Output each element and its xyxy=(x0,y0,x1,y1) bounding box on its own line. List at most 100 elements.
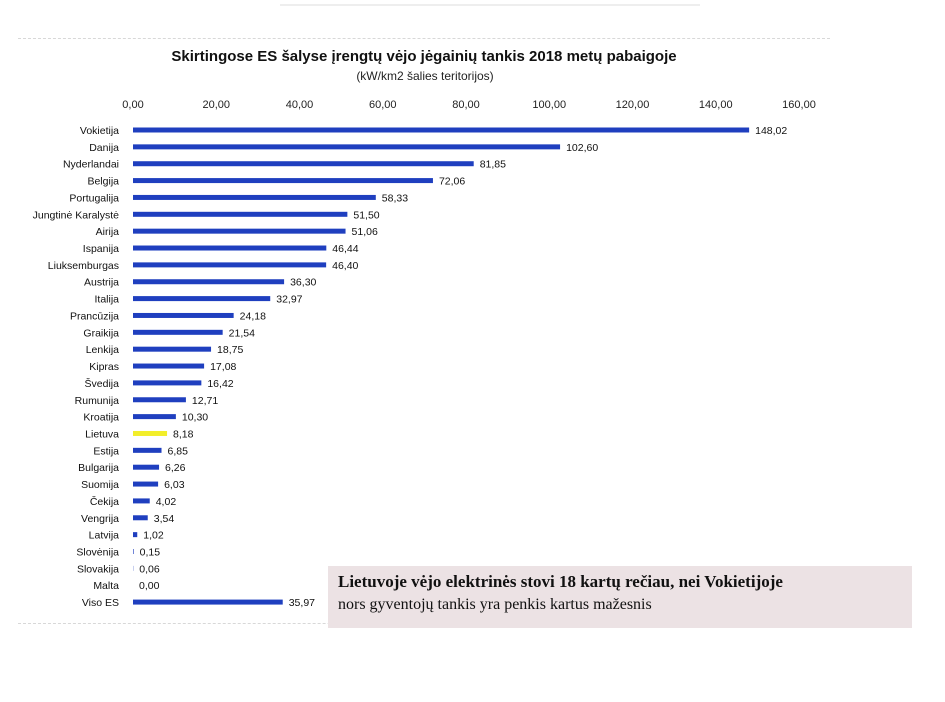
note-box: Lietuvoje vėjo elektrinės stovi 18 kartų… xyxy=(328,566,912,628)
category-label: Belgija xyxy=(87,176,119,188)
data-label: 51,06 xyxy=(352,226,378,238)
bar xyxy=(133,346,212,352)
category-label: Italija xyxy=(94,294,119,306)
x-tick-label: 60,00 xyxy=(369,99,397,111)
category-label: Lenkija xyxy=(86,344,119,356)
category-label: Ispanija xyxy=(83,243,119,255)
category-label: Austrija xyxy=(84,277,119,289)
category-label: Malta xyxy=(93,580,119,592)
data-label: 32,97 xyxy=(276,294,302,306)
bar xyxy=(133,262,327,268)
note-subline: nors gyventojų tankis yra penkis kartus … xyxy=(338,596,652,613)
data-label: 17,08 xyxy=(210,361,236,373)
data-label: 0,00 xyxy=(139,580,160,592)
data-label: 51,50 xyxy=(353,209,379,221)
category-label: Latvija xyxy=(89,530,120,542)
x-tick-label: 20,00 xyxy=(202,99,230,111)
data-label: 12,71 xyxy=(192,395,218,407)
data-label: 102,60 xyxy=(566,142,598,154)
category-label: Estija xyxy=(93,445,119,457)
data-label: 4,02 xyxy=(156,496,177,508)
bar xyxy=(133,178,433,184)
bar xyxy=(133,430,168,436)
x-tick-label: 0,00 xyxy=(122,99,143,111)
bar xyxy=(133,498,150,504)
category-label: Prancūzija xyxy=(70,310,119,322)
x-tick-label: 100,00 xyxy=(532,99,566,111)
category-label: Švedija xyxy=(85,377,120,390)
category-label: Vokietija xyxy=(80,125,119,137)
chart-title: Skirtingose ES šalyse įrengtų vėjo jėgai… xyxy=(171,48,676,65)
bar xyxy=(133,414,176,420)
bar xyxy=(133,245,327,251)
bar xyxy=(133,397,186,403)
bar xyxy=(133,481,159,487)
category-label: Rumunija xyxy=(75,395,120,407)
category-label: Airija xyxy=(96,226,119,238)
x-tick-label: 120,00 xyxy=(616,99,650,111)
category-label: Bulgarija xyxy=(78,462,119,474)
x-tick-label: 140,00 xyxy=(699,99,733,111)
bar xyxy=(133,296,271,302)
data-label: 35,97 xyxy=(289,597,315,609)
bar xyxy=(133,363,205,369)
data-label: 58,33 xyxy=(382,192,408,204)
bar xyxy=(133,380,202,386)
category-label: Suomija xyxy=(81,479,119,491)
x-tick-label: 40,00 xyxy=(286,99,314,111)
data-label: 1,02 xyxy=(143,530,164,542)
data-label: 0,06 xyxy=(139,563,160,575)
bar xyxy=(133,599,283,605)
data-label: 16,42 xyxy=(207,378,233,390)
data-label: 24,18 xyxy=(240,310,266,322)
data-label: 46,44 xyxy=(332,243,358,255)
category-label: Kroatija xyxy=(83,412,119,424)
x-axis-ticks: 0,00 20,00 40,00 60,00 80,00 100,00 120,00 140,… xyxy=(122,99,816,111)
category-label: Lietuva xyxy=(85,428,119,440)
category-label: Slovakija xyxy=(77,563,119,575)
data-label: 18,75 xyxy=(217,344,243,356)
bar xyxy=(133,144,561,150)
bar xyxy=(133,329,223,335)
bar xyxy=(133,161,474,167)
bar xyxy=(133,312,234,318)
category-label: Slovėnija xyxy=(76,547,119,559)
data-label: 148,02 xyxy=(755,125,787,137)
category-label: Danija xyxy=(89,142,119,154)
data-label: 0,15 xyxy=(140,547,161,559)
category-label: Portugalija xyxy=(69,192,119,204)
bar xyxy=(133,279,285,285)
data-label: 72,06 xyxy=(439,176,465,188)
data-label: 6,26 xyxy=(165,462,186,474)
bar xyxy=(133,549,134,554)
data-label: 8,18 xyxy=(173,428,194,440)
chart-subtitle: (kW/km2 šalies teritorijos) xyxy=(356,69,493,83)
category-label: Kipras xyxy=(89,361,119,373)
category-label: Vengrija xyxy=(81,513,119,525)
category-label: Liuksemburgas xyxy=(48,260,119,272)
bar xyxy=(133,211,348,217)
bar xyxy=(133,515,148,521)
bars: Vokietija 148,02 Danija 102,60 Nyderlandai 81… xyxy=(33,125,788,609)
bar xyxy=(133,532,138,538)
bar xyxy=(133,228,346,234)
bar xyxy=(133,464,160,470)
bar xyxy=(133,194,376,200)
bar xyxy=(133,447,162,453)
bar xyxy=(133,127,750,133)
note-headline: Lietuvoje vėjo elektrinės stovi 18 kartų… xyxy=(338,572,783,591)
data-label: 6,03 xyxy=(164,479,185,491)
category-label: Nyderlandai xyxy=(63,159,119,171)
scan-artifact xyxy=(280,4,700,6)
x-tick-label: 80,00 xyxy=(452,99,480,111)
data-label: 10,30 xyxy=(182,412,208,424)
data-label: 81,85 xyxy=(480,159,506,171)
category-label: Viso ES xyxy=(82,597,119,609)
x-tick-label: 160,00 xyxy=(782,99,816,111)
data-label: 6,85 xyxy=(168,445,189,457)
data-label: 36,30 xyxy=(290,277,316,289)
category-label: Čekija xyxy=(90,495,119,508)
category-label: Graikija xyxy=(83,327,119,339)
